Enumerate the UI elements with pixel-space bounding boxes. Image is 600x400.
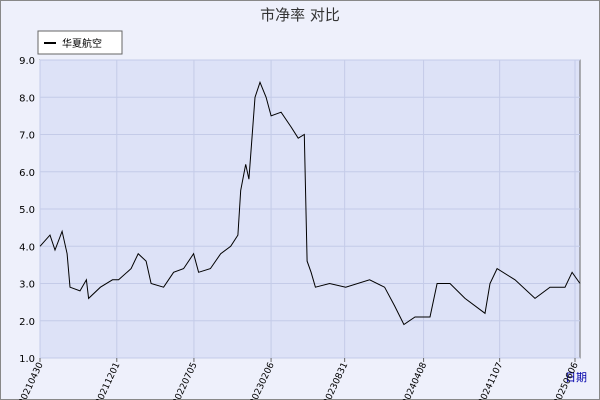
x-axis-label: 日期: [565, 371, 587, 384]
y-tick-label: 6.0: [19, 168, 35, 179]
y-tick-label: 2.0: [19, 317, 35, 328]
legend: [37, 30, 123, 55]
y-tick-label: 5.0: [19, 205, 35, 216]
y-tick-label: 4.0: [19, 242, 35, 253]
y-tick-label: 8.0: [19, 93, 35, 104]
y-tick-label: 1.0: [19, 354, 35, 365]
y-tick-label: 9.0: [19, 56, 35, 67]
y-tick-label: 3.0: [19, 280, 35, 291]
chart-title: 市净率 对比: [260, 6, 340, 24]
line-series: [39, 80, 581, 326]
y-tick-label: 7.0: [19, 131, 35, 142]
legend-label: 华夏航空: [62, 37, 102, 50]
